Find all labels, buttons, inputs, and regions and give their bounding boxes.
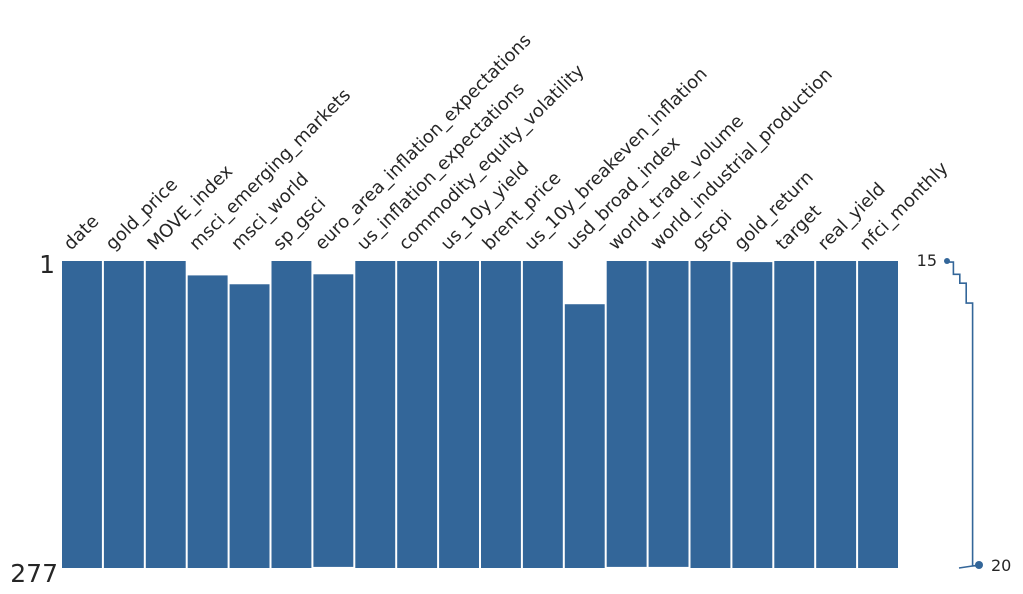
matrix-column-brent_price [481, 261, 521, 568]
matrix-column-commodity_equity_volatility [397, 261, 438, 568]
column-labels: dategold_priceMOVE_indexmsci_emerging_ma… [60, 30, 953, 255]
matrix-column-us_10y_yield [439, 261, 479, 568]
column-label: date [60, 211, 104, 255]
matrix-column-nfci_monthly [858, 261, 898, 568]
sparkline-min-marker [944, 258, 950, 264]
sparkline-min-label: 15 [917, 251, 937, 270]
matrix-column-us_10y_breakeven_inflation [522, 261, 563, 568]
matrix-column-msci_world [229, 284, 270, 568]
matrix-column-us_inflation_expectations [355, 261, 396, 568]
matrix-column-world_trade_volume [606, 261, 647, 567]
matrix-column-msci_emerging_markets [187, 275, 228, 568]
matrix-column-date [62, 261, 102, 568]
row-label-last: 277 [10, 559, 58, 588]
matrix-bars [62, 261, 898, 568]
row-labels: 1 277 [10, 250, 58, 588]
matrix-column-target [774, 261, 815, 568]
matrix-column-gscpi [690, 261, 731, 568]
matrix-column-gold_return [732, 262, 773, 568]
matrix-column-euro_area_inflation_expectations [313, 274, 354, 567]
matrix-column-real_yield [816, 261, 857, 568]
sparkline-max-label: 20 [991, 556, 1011, 575]
row-label-first: 1 [39, 250, 55, 279]
sparkline-max-marker [975, 561, 983, 569]
matrix-column-sp_gsci [271, 261, 312, 568]
matrix-column-world_industrial_production [648, 261, 689, 567]
matrix-column-MOVE_index [145, 261, 186, 568]
matrix-column-gold_price [103, 261, 144, 568]
sparkline-line [946, 261, 979, 567]
matrix-column-usd_broad_index [564, 304, 605, 568]
